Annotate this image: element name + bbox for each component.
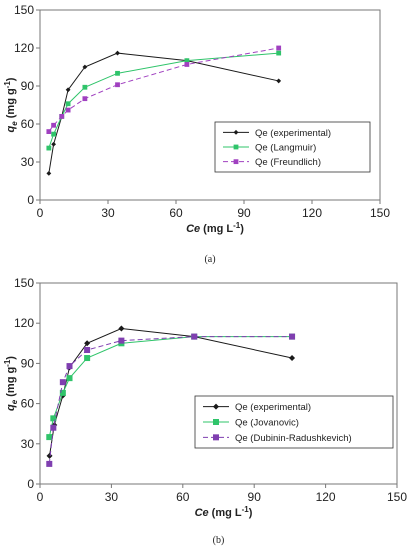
data-point	[46, 171, 52, 176]
y-tick-label: 60	[21, 397, 35, 411]
data-point	[46, 452, 53, 459]
y-tick-label: 120	[14, 316, 34, 330]
legend-label: Qe (Freundlich)	[255, 157, 321, 168]
data-point	[46, 460, 53, 467]
data-point	[115, 70, 120, 76]
legend-swatch-marker	[213, 419, 219, 425]
data-point	[50, 415, 57, 422]
series-3	[46, 45, 282, 134]
data-point	[51, 131, 56, 137]
data-point	[191, 333, 198, 340]
data-point	[84, 340, 91, 347]
y-tick-label: 60	[21, 117, 35, 131]
legend-swatch-marker	[213, 434, 219, 441]
y-axis-label: qe (mg g-1)	[3, 356, 19, 411]
legend-label: Qe (experimental)	[235, 402, 311, 413]
x-axis-label: Ce (mg L-1)	[195, 505, 253, 519]
legend-swatch-marker	[233, 144, 239, 150]
data-point	[289, 333, 296, 340]
series-3	[46, 333, 296, 467]
y-tick-label: 150	[14, 3, 34, 17]
x-tick-label: 90	[248, 490, 262, 504]
y-axis-label: qe (mg g-1)	[3, 77, 19, 132]
plot-frame	[39, 9, 381, 201]
panel-label: (b)	[213, 535, 225, 546]
x-tick-label: 60	[176, 490, 190, 504]
data-point	[59, 379, 66, 386]
data-point	[46, 129, 52, 134]
data-point	[51, 122, 56, 128]
legend-label: Qe (Langmuir)	[255, 143, 316, 154]
data-point	[84, 355, 91, 362]
data-point	[59, 389, 66, 396]
data-point	[84, 347, 91, 353]
data-point	[118, 337, 125, 344]
legend-swatch-marker	[213, 403, 219, 410]
x-axis-label: Ce (mg L-1)	[186, 221, 244, 235]
y-tick-label: 30	[21, 155, 35, 169]
data-point	[289, 355, 296, 362]
x-tick-label: 150	[387, 490, 407, 504]
data-point	[51, 141, 56, 147]
series-line	[48, 47, 279, 132]
data-point	[82, 84, 88, 90]
x-tick-label: 30	[105, 490, 119, 504]
data-point	[184, 58, 190, 64]
series-line	[48, 52, 279, 149]
y-tick-label: 0	[27, 477, 34, 491]
x-tick-label: 90	[237, 206, 251, 220]
legend-label: Qe (Dubinin-Radushkevich)	[235, 433, 352, 444]
y-tick-label: 90	[21, 79, 35, 93]
x-tick-label: 60	[169, 206, 183, 220]
x-tick-label: 30	[101, 206, 115, 220]
x-tick-label: 0	[37, 206, 44, 220]
data-point	[65, 87, 71, 93]
x-tick-label: 0	[37, 490, 44, 504]
data-point	[276, 50, 282, 56]
y-tick-label: 0	[27, 193, 34, 207]
legend: Qe (experimental) Qe (Langmuir) Qe (Freund…	[214, 121, 371, 173]
legend-swatch-marker	[233, 159, 239, 165]
legend-swatch-marker	[233, 129, 239, 135]
y-tick-label: 90	[21, 356, 35, 370]
y-tick-label: 30	[21, 437, 35, 451]
data-point	[118, 325, 125, 332]
y-tick-label: 120	[14, 41, 34, 55]
data-point	[115, 82, 120, 88]
y-tick-label: 150	[14, 276, 34, 290]
plot-frame	[39, 282, 398, 485]
x-tick-label: 120	[302, 206, 322, 220]
data-point	[184, 62, 190, 67]
chart-panel-2: 0 30 60 90 120 150 0 30 60 90 120 150 Ce (mg L-1) qe …	[3, 276, 407, 546]
data-point	[50, 424, 57, 431]
data-point	[82, 96, 88, 102]
data-point	[276, 45, 282, 51]
panel-label: (a)	[204, 254, 215, 265]
chart-panel-1: 0 30 60 90 120 150 0 30 60 90 120 150 Ce (mg L-1) qe …	[3, 3, 390, 265]
data-point	[276, 78, 282, 84]
data-point	[46, 145, 52, 151]
series-line	[48, 52, 279, 174]
data-point	[66, 363, 73, 370]
x-tick-label: 150	[370, 206, 390, 220]
x-tick-label: 120	[316, 490, 336, 504]
series-line	[48, 336, 293, 464]
legend-label: Qe (experimental)	[255, 128, 331, 139]
legend-label: Qe (Jovanovic)	[235, 418, 299, 429]
data-point	[46, 434, 53, 441]
data-point	[65, 101, 71, 107]
data-point	[59, 114, 65, 119]
legend: Qe (experimental) Qe (Jovanovic) Qe (Dubin…	[194, 395, 394, 449]
data-point	[65, 107, 71, 113]
data-point	[66, 375, 73, 382]
data-point	[115, 50, 120, 56]
data-point	[82, 64, 88, 70]
